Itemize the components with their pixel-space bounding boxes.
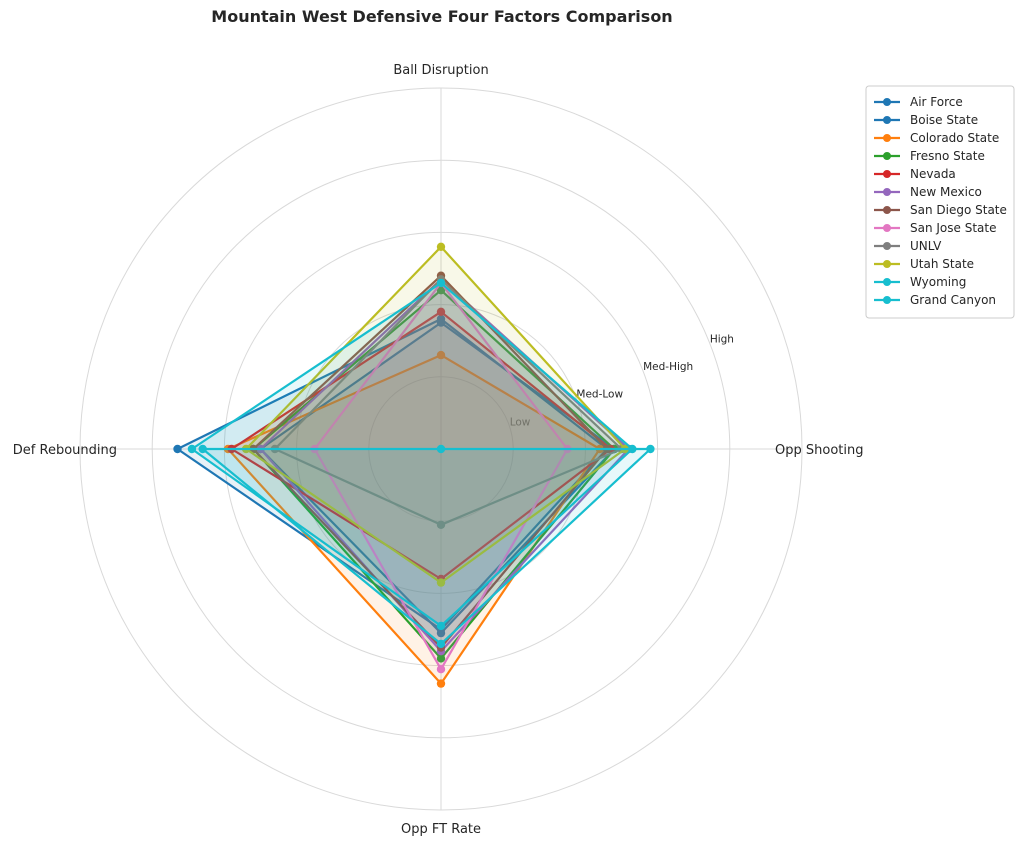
series-fill xyxy=(260,279,629,652)
legend-swatch-marker xyxy=(883,296,891,304)
legend-label: Boise State xyxy=(910,113,978,127)
data-point xyxy=(436,621,446,631)
series-fill xyxy=(314,282,568,670)
legend-swatch-marker xyxy=(883,278,891,286)
legend-swatch-marker xyxy=(883,206,891,214)
axis-label: Opp FT Rate xyxy=(401,822,481,837)
legend-swatch-marker xyxy=(883,152,891,160)
ring-label: Low xyxy=(510,416,531,428)
data-point xyxy=(436,444,446,454)
data-point xyxy=(436,654,446,663)
legend-swatch-marker xyxy=(883,242,891,250)
data-point xyxy=(187,444,197,454)
data-point xyxy=(436,628,446,638)
legend-item: San Diego State xyxy=(874,203,1007,217)
ring-label: High xyxy=(710,333,734,345)
legend-label: New Mexico xyxy=(910,185,982,199)
data-point xyxy=(646,444,655,454)
legend-label: UNLV xyxy=(910,239,942,253)
series-fill xyxy=(274,279,622,525)
data-point xyxy=(436,307,446,316)
legend-swatch-marker xyxy=(883,188,891,196)
legend-label: Fresno State xyxy=(910,149,985,163)
legend-item: Fresno State xyxy=(874,149,985,163)
legend-item: Air Force xyxy=(874,95,963,109)
series-fill xyxy=(202,449,651,644)
axis-label: Ball Disruption xyxy=(393,63,488,78)
series-fill xyxy=(231,311,611,579)
legend-label: Grand Canyon xyxy=(910,293,996,307)
series-san-jose-state xyxy=(310,278,572,674)
series-layer xyxy=(173,242,655,688)
legend-swatch-marker xyxy=(883,170,891,178)
legend-label: Air Force xyxy=(910,95,963,109)
legend-item: Nevada xyxy=(874,167,956,181)
legend-item: San Jose State xyxy=(874,221,996,235)
ring-label: Med-Low xyxy=(576,389,623,401)
data-point xyxy=(436,278,446,288)
data-point xyxy=(436,679,446,688)
axis-label: Def Rebounding xyxy=(13,443,117,458)
legend-label: Nevada xyxy=(910,167,956,181)
legend-item: Wyoming xyxy=(874,275,966,289)
legend-box xyxy=(865,85,1015,319)
legend-swatch-marker xyxy=(883,224,891,232)
series-fill xyxy=(228,355,600,684)
legend-label: Wyoming xyxy=(910,275,966,289)
series-fill xyxy=(260,322,615,634)
data-point xyxy=(436,578,446,587)
data-point xyxy=(436,242,446,251)
legend-swatch-marker xyxy=(883,116,891,124)
legend-item: Utah State xyxy=(874,257,974,271)
legend-item: Grand Canyon xyxy=(874,293,996,307)
data-point xyxy=(198,444,207,454)
legend-label: Colorado State xyxy=(910,131,999,145)
ring-label: Med-High xyxy=(643,361,693,373)
data-point xyxy=(436,286,446,295)
axis-label: Opp Shooting xyxy=(775,443,863,458)
data-point xyxy=(436,350,446,360)
series-fill xyxy=(246,246,626,583)
data-point xyxy=(436,318,446,327)
data-point xyxy=(436,639,446,649)
legend-label: Utah State xyxy=(910,257,974,271)
series-fill xyxy=(191,282,633,626)
legend-swatch-marker xyxy=(883,98,891,106)
series-grand-canyon xyxy=(198,444,655,649)
legend-swatch-marker xyxy=(883,260,891,268)
data-point xyxy=(436,520,446,529)
series-fill xyxy=(253,290,615,659)
series-wyoming xyxy=(187,278,637,631)
data-point xyxy=(436,665,446,674)
legend-item: New Mexico xyxy=(874,185,982,199)
legend-item: Boise State xyxy=(874,113,978,127)
legend-item: Colorado State xyxy=(874,131,999,145)
chart-title: Mountain West Defensive Four Factors Com… xyxy=(211,7,672,26)
data-point xyxy=(173,444,182,454)
legend-swatch-marker xyxy=(883,134,891,142)
legend-item: UNLV xyxy=(874,239,942,253)
axis-labels: Ball Disruption Opp Shooting Opp FT Rate De… xyxy=(13,63,864,837)
legend: Air Force Boise State Colorado State Fresno… xyxy=(865,85,1015,319)
legend-label: San Diego State xyxy=(910,203,1007,217)
legend-label: San Jose State xyxy=(910,221,996,235)
